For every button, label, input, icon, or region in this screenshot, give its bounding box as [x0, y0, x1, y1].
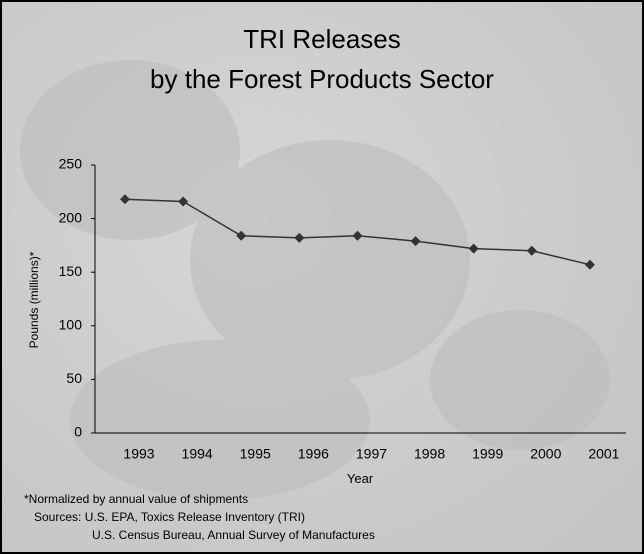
footnote: Sources: U.S. EPA, Toxics Release Invent… [34, 510, 305, 524]
x-tick-label: 1993 [123, 446, 154, 462]
data-point [526, 245, 537, 256]
x-tick-label: 2001 [588, 446, 619, 462]
footnote: *Normalized by annual value of shipments [24, 492, 248, 506]
x-tick-label: 1997 [356, 446, 387, 462]
y-tick-label: 250 [59, 156, 83, 172]
x-tick-label: 1998 [414, 446, 445, 462]
x-axis-label: Year [347, 471, 374, 486]
y-tick-label: 150 [59, 263, 83, 279]
data-point [236, 230, 247, 241]
data-point [584, 259, 595, 270]
y-axis-label: Pounds (millions)* [27, 251, 41, 348]
y-tick-label: 200 [59, 209, 83, 225]
tree-silhouette [20, 60, 610, 500]
x-tick-label: 1996 [298, 446, 329, 462]
footnote: U.S. Census Bureau, Annual Survey of Man… [92, 528, 375, 542]
data-point [410, 236, 421, 247]
chart-title: TRI Releases [243, 24, 401, 54]
data-point [352, 230, 363, 241]
data-point [120, 194, 130, 205]
x-tick-label: 2000 [530, 446, 561, 462]
y-tick-label: 100 [59, 317, 83, 333]
data-point [178, 196, 189, 207]
chart-title: by the Forest Products Sector [150, 64, 494, 94]
data-point [294, 232, 305, 243]
y-tick-label: 50 [66, 370, 82, 386]
x-tick-label: 1999 [472, 446, 503, 462]
y-tick-label: 0 [74, 424, 82, 440]
x-tick-label: 1995 [240, 446, 271, 462]
data-point [468, 243, 479, 254]
x-tick-label: 1994 [182, 446, 213, 462]
